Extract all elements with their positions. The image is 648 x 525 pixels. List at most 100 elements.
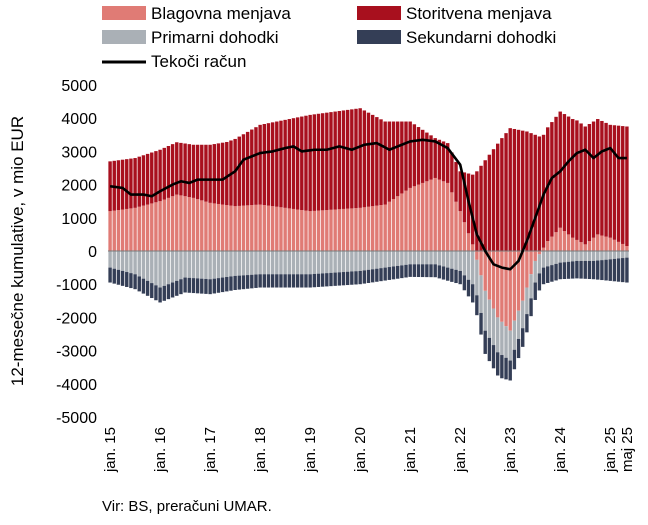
bar-segment <box>375 205 379 251</box>
bar-segment <box>583 260 587 279</box>
bar-segment <box>183 196 187 251</box>
bar-segment <box>558 251 562 263</box>
bar-segment <box>154 285 158 301</box>
bar-segment <box>416 264 421 278</box>
bar-segment <box>354 251 358 272</box>
bar-segment <box>125 251 129 273</box>
bar-segment <box>420 264 425 278</box>
bar-segment <box>266 205 271 251</box>
bar-segment <box>237 251 241 276</box>
bar-segment <box>521 300 525 329</box>
bar-segment <box>191 144 196 198</box>
bar-segment <box>283 207 287 251</box>
bar-segment <box>445 251 450 268</box>
bar-segment <box>333 209 337 251</box>
bar-segment <box>166 284 171 300</box>
bar-segment <box>233 275 237 291</box>
bar-segment <box>183 277 187 293</box>
bar-segment <box>533 260 537 283</box>
bar-segment <box>162 147 166 200</box>
bar-segment <box>204 201 208 251</box>
bar-segment <box>312 210 317 251</box>
bar-segment <box>350 208 354 251</box>
bar-segment <box>470 284 475 303</box>
bar-segment <box>437 251 442 266</box>
bar-segment <box>325 251 329 274</box>
source-note: Vir: BS, preračuni UMAR. <box>102 498 272 515</box>
bar-segment <box>475 259 479 296</box>
bar-segment <box>291 208 296 251</box>
bar-segment <box>304 210 308 251</box>
bar-segment <box>295 117 300 210</box>
bar-segment <box>137 156 141 207</box>
bar-segment <box>625 257 629 283</box>
bar-segment <box>587 251 592 261</box>
bar-segment <box>404 264 408 278</box>
bar-segment <box>416 184 421 251</box>
bar-segment <box>466 279 471 297</box>
bar-segment <box>275 274 279 288</box>
bar-segment <box>204 144 208 202</box>
bar-segment <box>200 251 204 279</box>
bar-segment <box>208 202 212 251</box>
bar-segment <box>283 251 287 275</box>
bar-segment <box>341 272 346 286</box>
bar-segment <box>604 122 608 237</box>
bar-segment <box>375 268 379 282</box>
bar-segment <box>579 260 583 279</box>
bar-segment <box>550 265 554 282</box>
bar-segment <box>254 251 258 275</box>
bar-segment <box>291 251 296 275</box>
bar-segment <box>320 113 325 211</box>
y-tick-label: -1000 <box>56 277 97 294</box>
bar-segment <box>366 251 371 270</box>
bar-segment <box>266 274 271 288</box>
bar-segment <box>166 251 171 285</box>
bar-segment <box>504 251 508 327</box>
bar-segment <box>308 114 312 212</box>
bar-segment <box>608 251 612 260</box>
bar-segment <box>158 149 162 202</box>
bar-segment <box>341 251 346 273</box>
bar-segment <box>179 279 183 295</box>
bar-segment <box>195 199 200 252</box>
bar-segment <box>483 160 487 251</box>
x-tick-label: maj 25 <box>619 427 636 472</box>
bar-segment <box>283 119 287 208</box>
bar-segment <box>316 113 321 211</box>
bar-segment <box>162 251 166 286</box>
bar-segment <box>408 251 412 265</box>
bar-segment <box>450 192 454 251</box>
bar-segment <box>408 121 412 188</box>
bar-segment <box>400 121 404 194</box>
bar-segment <box>116 269 121 285</box>
bar-segment <box>387 201 392 251</box>
bar-segment <box>125 159 129 209</box>
bar-segment <box>325 112 329 211</box>
bar-segment <box>383 204 387 251</box>
bar-segment <box>529 274 533 299</box>
y-ticks: -5000 -4000 -3000 -2000 -1000 0 1000 2000 3000 40… <box>56 78 97 427</box>
bar-segment <box>537 254 542 274</box>
x-tick-label: jan. 16 <box>152 427 169 473</box>
bar-segment <box>437 179 442 251</box>
bar-segment <box>420 251 425 265</box>
bar-segment <box>512 349 517 370</box>
bar-segment <box>537 251 542 255</box>
bar-segment <box>496 352 500 376</box>
x-tick-label: jan. 18 <box>252 427 269 473</box>
bar-segment <box>137 276 141 292</box>
bar-segment <box>600 120 604 236</box>
bar-segment <box>562 231 567 251</box>
bar-segment <box>496 251 500 318</box>
bar-segment <box>425 251 429 265</box>
bar-segment <box>425 132 429 182</box>
bar-segment <box>179 142 183 196</box>
bar-segment <box>416 127 421 185</box>
y-axis-label: 12-mesečne kumulative, v mio EUR <box>8 116 27 386</box>
bar-segment <box>487 154 492 251</box>
bar-segment <box>558 262 562 280</box>
bar-segment <box>450 251 454 269</box>
x-tick-label: jan. 22 <box>452 427 469 473</box>
bar-segment <box>141 205 146 251</box>
